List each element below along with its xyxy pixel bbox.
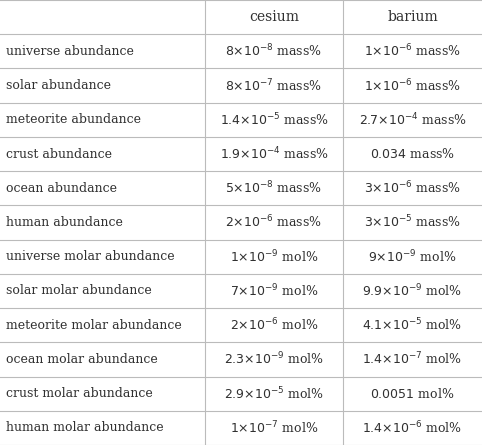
Text: ocean abundance: ocean abundance xyxy=(6,182,117,195)
Text: $2{\times}10^{-6}$ mol%: $2{\times}10^{-6}$ mol% xyxy=(230,317,318,333)
Text: $2.3{\times}10^{-9}$ mol%: $2.3{\times}10^{-9}$ mol% xyxy=(224,351,324,368)
Text: $1.4{\times}10^{-7}$ mol%: $1.4{\times}10^{-7}$ mol% xyxy=(362,351,463,368)
Text: $3{\times}10^{-5}$ mass%: $3{\times}10^{-5}$ mass% xyxy=(364,214,461,231)
Text: human abundance: human abundance xyxy=(6,216,122,229)
Text: $2{\times}10^{-6}$ mass%: $2{\times}10^{-6}$ mass% xyxy=(226,214,322,231)
Text: universe abundance: universe abundance xyxy=(6,45,134,58)
Text: $0.0051$ mol%: $0.0051$ mol% xyxy=(371,387,455,400)
Text: crust abundance: crust abundance xyxy=(6,148,112,161)
Text: ocean molar abundance: ocean molar abundance xyxy=(6,353,158,366)
Text: $9.9{\times}10^{-9}$ mol%: $9.9{\times}10^{-9}$ mol% xyxy=(362,283,463,299)
Text: meteorite abundance: meteorite abundance xyxy=(6,113,141,126)
Text: meteorite molar abundance: meteorite molar abundance xyxy=(6,319,182,332)
Text: $7{\times}10^{-9}$ mol%: $7{\times}10^{-9}$ mol% xyxy=(230,283,318,299)
Text: $1.9{\times}10^{-4}$ mass%: $1.9{\times}10^{-4}$ mass% xyxy=(219,146,329,162)
Text: $9{\times}10^{-9}$ mol%: $9{\times}10^{-9}$ mol% xyxy=(368,248,457,265)
Text: $1{\times}10^{-6}$ mass%: $1{\times}10^{-6}$ mass% xyxy=(364,77,461,94)
Text: $1.4{\times}10^{-6}$ mol%: $1.4{\times}10^{-6}$ mol% xyxy=(362,420,463,436)
Text: $2.7{\times}10^{-4}$ mass%: $2.7{\times}10^{-4}$ mass% xyxy=(359,112,467,128)
Text: $8{\times}10^{-7}$ mass%: $8{\times}10^{-7}$ mass% xyxy=(226,77,322,94)
Text: $0.034$ mass%: $0.034$ mass% xyxy=(370,147,455,161)
Text: $1.4{\times}10^{-5}$ mass%: $1.4{\times}10^{-5}$ mass% xyxy=(219,112,329,128)
Text: crust molar abundance: crust molar abundance xyxy=(6,387,152,400)
Text: $3{\times}10^{-6}$ mass%: $3{\times}10^{-6}$ mass% xyxy=(364,180,461,197)
Text: cesium: cesium xyxy=(249,10,299,24)
Text: human molar abundance: human molar abundance xyxy=(6,421,163,434)
Text: $1{\times}10^{-9}$ mol%: $1{\times}10^{-9}$ mol% xyxy=(230,248,318,265)
Text: $2.9{\times}10^{-5}$ mol%: $2.9{\times}10^{-5}$ mol% xyxy=(224,385,324,402)
Text: $5{\times}10^{-8}$ mass%: $5{\times}10^{-8}$ mass% xyxy=(226,180,322,197)
Text: $8{\times}10^{-8}$ mass%: $8{\times}10^{-8}$ mass% xyxy=(226,43,322,60)
Text: barium: barium xyxy=(387,10,438,24)
Text: solar molar abundance: solar molar abundance xyxy=(6,284,151,297)
Text: solar abundance: solar abundance xyxy=(6,79,111,92)
Text: $1{\times}10^{-6}$ mass%: $1{\times}10^{-6}$ mass% xyxy=(364,43,461,60)
Text: $4.1{\times}10^{-5}$ mol%: $4.1{\times}10^{-5}$ mol% xyxy=(362,317,463,333)
Text: universe molar abundance: universe molar abundance xyxy=(6,250,174,263)
Text: $1{\times}10^{-7}$ mol%: $1{\times}10^{-7}$ mol% xyxy=(230,420,318,436)
